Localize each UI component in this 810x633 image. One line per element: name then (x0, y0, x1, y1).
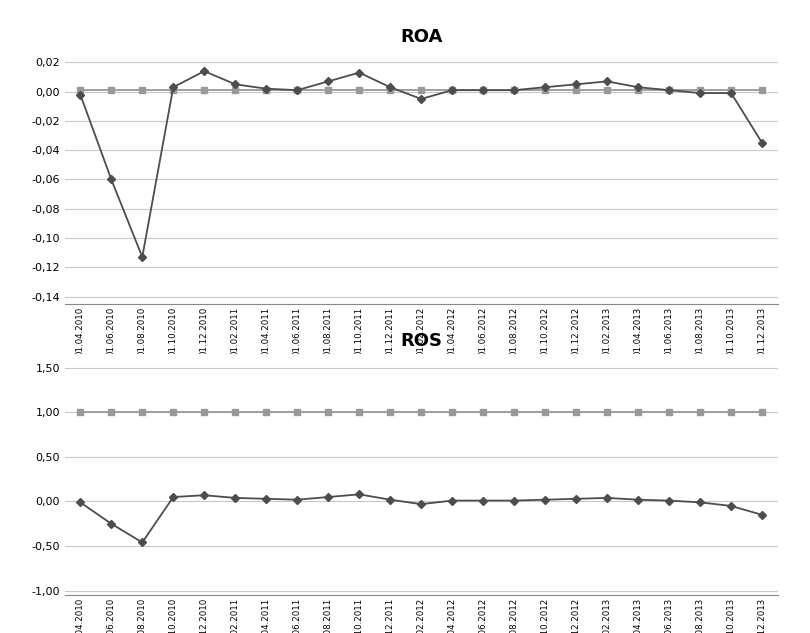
Собственный портфель (664, 86, 674, 94)
Портфель доверительного управления (230, 408, 240, 416)
Собственный портфель (386, 496, 395, 503)
Портфель доверительного управления (168, 408, 178, 416)
Собственный портфель (416, 95, 426, 103)
Портфель доверительного управления (199, 408, 209, 416)
Портфель доверительного управления (199, 86, 209, 94)
Портфель доверительного управления (540, 408, 550, 416)
Портфель доверительного управления (106, 86, 116, 94)
Собственный портфель (447, 86, 457, 94)
Портфель доверительного управления (479, 86, 488, 94)
Портфель доверительного управления (695, 408, 705, 416)
Собственный портфель (354, 69, 364, 77)
Legend: Собственный портфель, Портфель доверительного управления: Собственный портфель, Портфель доверител… (182, 441, 660, 460)
Собственный портфель (75, 499, 85, 506)
Собственный портфель (509, 497, 519, 505)
Собственный портфель (664, 497, 674, 505)
Собственный портфель (603, 78, 612, 85)
Line: Портфель доверительного управления: Портфель доверительного управления (77, 410, 765, 415)
Портфель доверительного управления (664, 86, 674, 94)
Портфель доверительного управления (633, 408, 643, 416)
Портфель доверительного управления (230, 86, 240, 94)
Портфель доверительного управления (416, 86, 426, 94)
Портфель доверительного управления (447, 86, 457, 94)
Собственный портфель (138, 253, 147, 261)
Собственный портфель (75, 91, 85, 98)
Портфель доверительного управления (75, 86, 85, 94)
Портфель доверительного управления (138, 408, 147, 416)
Портфель доверительного управления (571, 408, 581, 416)
Собственный портфель (540, 84, 550, 91)
Портфель доверительного управления (323, 86, 333, 94)
Портфель доверительного управления (75, 408, 85, 416)
Портфель доверительного управления (695, 86, 705, 94)
Line: Портфель доверительного управления: Портфель доверительного управления (77, 87, 765, 93)
Собственный портфель (633, 496, 643, 503)
Портфель доверительного управления (168, 86, 178, 94)
Портфель доверительного управления (354, 86, 364, 94)
Портфель доверительного управления (540, 86, 550, 94)
Портфель доверительного управления (416, 408, 426, 416)
Собственный портфель (757, 511, 767, 518)
Собственный портфель (386, 84, 395, 91)
Собственный портфель (323, 493, 333, 501)
Собственный портфель (230, 80, 240, 88)
Собственный портфель (479, 497, 488, 505)
Собственный портфель (603, 494, 612, 502)
Собственный портфель (416, 500, 426, 508)
Портфель доверительного управления (603, 408, 612, 416)
Собственный портфель (168, 84, 178, 91)
Собственный портфель (292, 496, 302, 503)
Line: Собственный портфель: Собственный портфель (77, 491, 765, 546)
Собственный портфель (695, 89, 705, 97)
Title: ROA: ROA (400, 28, 442, 46)
Собственный портфель (168, 493, 178, 501)
Собственный портфель (695, 499, 705, 506)
Портфель доверительного управления (386, 408, 395, 416)
Портфель доверительного управления (354, 408, 364, 416)
Собственный портфель (727, 89, 736, 97)
Портфель доверительного управления (664, 408, 674, 416)
Собственный портфель (106, 520, 116, 527)
Собственный портфель (262, 85, 271, 92)
Портфель доверительного управления (262, 86, 271, 94)
Собственный портфель (199, 67, 209, 75)
Title: ROS: ROS (400, 332, 442, 350)
Собственный портфель (479, 86, 488, 94)
Портфель доверительного управления (479, 408, 488, 416)
Собственный портфель (540, 496, 550, 503)
Собственный портфель (633, 84, 643, 91)
Собственный портфель (230, 494, 240, 502)
Портфель доверительного управления (603, 86, 612, 94)
Портфель доверительного управления (509, 408, 519, 416)
Собственный портфель (323, 78, 333, 85)
Собственный портфель (262, 495, 271, 503)
Собственный портфель (571, 495, 581, 503)
Портфель доверительного управления (106, 408, 116, 416)
Портфель доверительного управления (386, 86, 395, 94)
Портфель доверительного управления (323, 408, 333, 416)
Портфель доверительного управления (633, 86, 643, 94)
Собственный портфель (447, 497, 457, 505)
Портфель доверительного управления (727, 86, 736, 94)
Портфель доверительного управления (447, 408, 457, 416)
Собственный портфель (292, 86, 302, 94)
Собственный портфель (106, 175, 116, 183)
Собственный портфель (354, 491, 364, 498)
Портфель доверительного управления (138, 86, 147, 94)
Портфель доверительного управления (509, 86, 519, 94)
Портфель доверительного управления (262, 408, 271, 416)
Портфель доверительного управления (757, 408, 767, 416)
Собственный портфель (571, 80, 581, 88)
Портфель доверительного управления (757, 86, 767, 94)
Собственный портфель (138, 539, 147, 546)
Собственный портфель (727, 502, 736, 510)
Портфель доверительного управления (292, 408, 302, 416)
Собственный портфель (757, 139, 767, 147)
Собственный портфель (199, 491, 209, 499)
Портфель доверительного управления (292, 86, 302, 94)
Line: Собственный портфель: Собственный портфель (77, 68, 765, 260)
Собственный портфель (509, 86, 519, 94)
Портфель доверительного управления (727, 408, 736, 416)
Портфель доверительного управления (571, 86, 581, 94)
